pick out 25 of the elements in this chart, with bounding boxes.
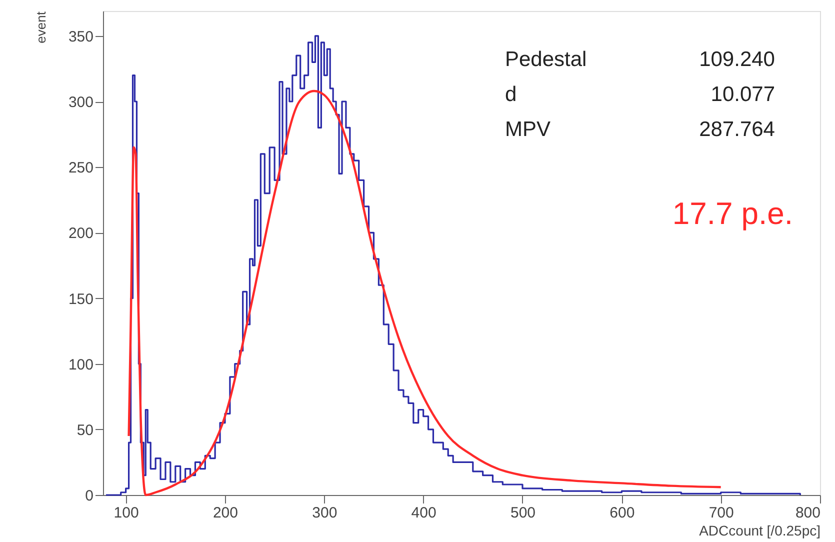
y-tick-label: 250 — [68, 160, 94, 177]
annotation: 109.240 — [699, 48, 775, 71]
x-tick-label: 800 — [795, 504, 820, 522]
annotation: MPV — [505, 118, 551, 141]
x-axis-title: ADCcount [/0.25pc] — [699, 522, 820, 538]
x-tick-label: 700 — [708, 504, 734, 522]
x-tick-label: 300 — [312, 504, 338, 522]
annotation: d — [505, 83, 517, 106]
x-tick-label: 500 — [510, 504, 536, 522]
x-tick-label: 400 — [411, 504, 436, 522]
y-tick-label: 0 — [85, 488, 94, 504]
y-tick-label: 100 — [68, 356, 94, 374]
y-tick-label: 350 — [68, 28, 94, 46]
y-tick-label: 200 — [68, 225, 94, 242]
y-tick-label: 300 — [68, 94, 94, 112]
y-tick-label: 50 — [76, 422, 94, 439]
x-tick-label: 600 — [610, 504, 635, 522]
y-axis-title: event — [33, 11, 48, 44]
x-tick-label: 200 — [212, 504, 238, 522]
annotation: 17.7 p.e. — [672, 196, 793, 231]
annotation: Pedestal — [505, 48, 587, 71]
y-tick-label: 150 — [68, 290, 94, 308]
annotation: 10.077 — [710, 83, 775, 106]
x-tick-label: 100 — [114, 504, 139, 522]
annotation: 287.764 — [699, 118, 776, 141]
